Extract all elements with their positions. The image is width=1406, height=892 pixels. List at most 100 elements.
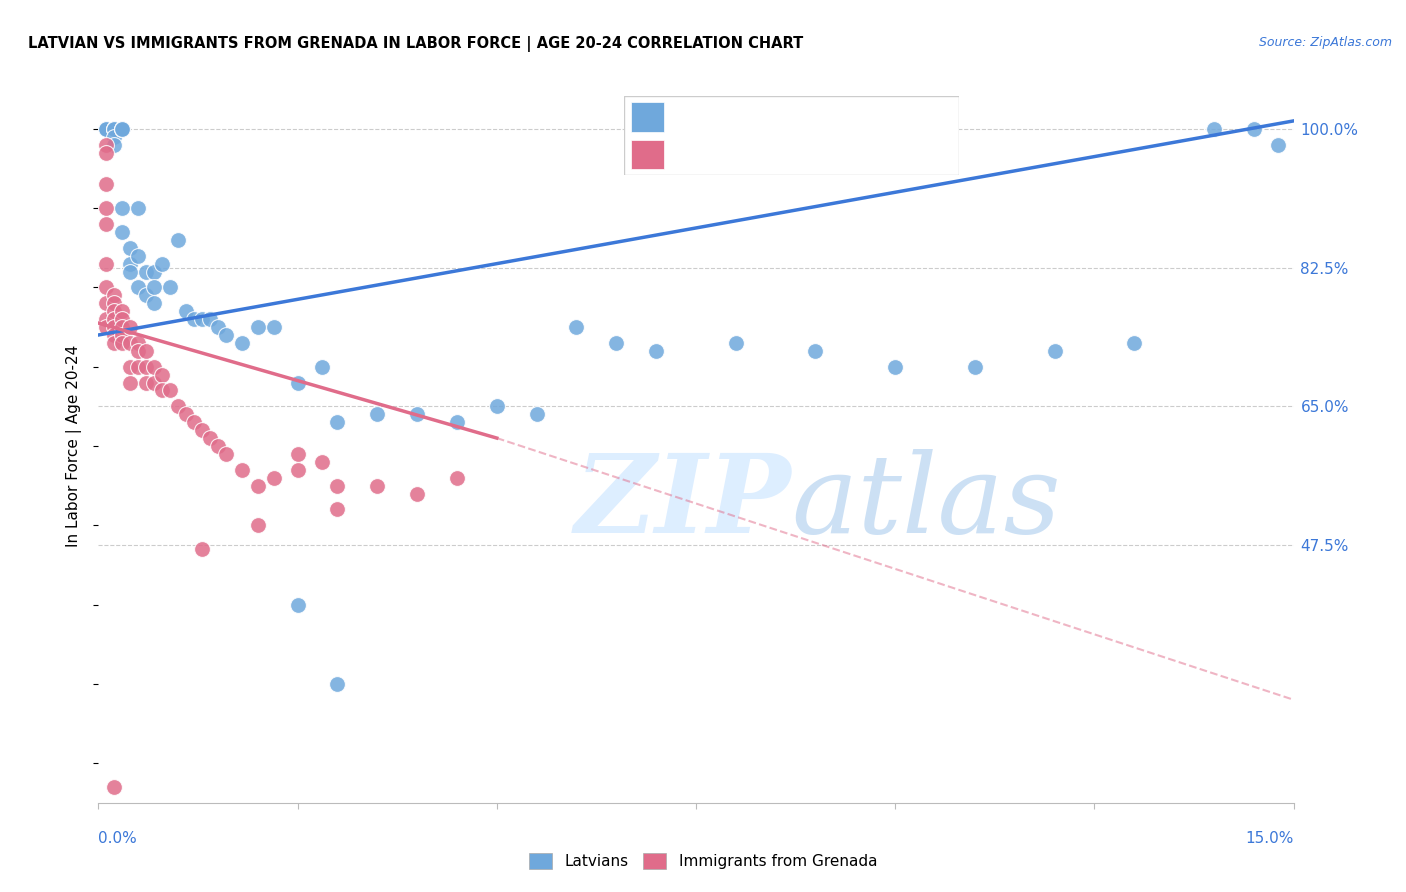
Point xyxy=(127,335,149,350)
Point xyxy=(143,280,166,294)
Point xyxy=(565,320,588,334)
Point xyxy=(96,201,118,215)
Point xyxy=(96,121,118,136)
Point xyxy=(143,264,166,278)
Point xyxy=(724,335,747,350)
Point xyxy=(326,478,349,492)
Point xyxy=(103,137,125,152)
Point xyxy=(96,121,118,136)
Point xyxy=(311,455,333,469)
Point xyxy=(263,320,285,334)
Point xyxy=(287,376,309,390)
Point xyxy=(287,598,309,612)
Point xyxy=(326,415,349,429)
Point xyxy=(135,288,157,302)
Point xyxy=(103,335,125,350)
Point xyxy=(231,463,253,477)
Point xyxy=(96,217,118,231)
Point xyxy=(366,478,388,492)
Point xyxy=(111,121,134,136)
Text: LATVIAN VS IMMIGRANTS FROM GRENADA IN LABOR FORCE | AGE 20-24 CORRELATION CHART: LATVIAN VS IMMIGRANTS FROM GRENADA IN LA… xyxy=(28,36,803,52)
Point xyxy=(1043,343,1066,358)
Point xyxy=(167,233,190,247)
Point xyxy=(127,280,149,294)
Point xyxy=(191,542,214,557)
Point xyxy=(120,241,142,255)
Point xyxy=(127,201,149,215)
Point xyxy=(167,400,190,414)
Point xyxy=(111,121,134,136)
Point xyxy=(135,264,157,278)
Point xyxy=(183,312,205,326)
Point xyxy=(246,518,269,533)
Point xyxy=(287,447,309,461)
Point xyxy=(96,312,118,326)
Legend: Latvians, Immigrants from Grenada: Latvians, Immigrants from Grenada xyxy=(523,847,883,875)
Point xyxy=(143,359,166,374)
Point xyxy=(150,384,173,398)
Point xyxy=(207,439,229,453)
Point xyxy=(127,249,149,263)
Point xyxy=(884,359,907,374)
Point xyxy=(111,121,134,136)
Point xyxy=(103,304,125,318)
Point xyxy=(103,129,125,144)
Point xyxy=(96,257,118,271)
Point xyxy=(485,400,508,414)
Point xyxy=(174,407,197,421)
Point xyxy=(135,376,157,390)
Point xyxy=(96,121,118,136)
Point xyxy=(103,121,125,136)
Point xyxy=(174,304,197,318)
Point xyxy=(111,225,134,239)
Point xyxy=(159,384,181,398)
Point xyxy=(103,121,125,136)
Point xyxy=(366,407,388,421)
Point xyxy=(1243,121,1265,136)
Point xyxy=(231,335,253,350)
Point xyxy=(1123,335,1146,350)
Point xyxy=(143,296,166,310)
Text: ZIP: ZIP xyxy=(575,450,792,557)
Point xyxy=(198,431,221,445)
Point xyxy=(120,359,142,374)
Point xyxy=(135,343,157,358)
Point xyxy=(96,280,118,294)
Point xyxy=(406,407,429,421)
Point xyxy=(103,288,125,302)
Point xyxy=(111,328,134,343)
Point xyxy=(96,137,118,152)
Point xyxy=(120,376,142,390)
Point xyxy=(1267,137,1289,152)
Point xyxy=(120,257,142,271)
Point xyxy=(263,471,285,485)
Point xyxy=(1202,121,1225,136)
Text: 0.0%: 0.0% xyxy=(98,831,138,846)
Point xyxy=(103,121,125,136)
Point xyxy=(406,486,429,500)
Point xyxy=(111,201,134,215)
Point xyxy=(191,312,214,326)
Point xyxy=(326,502,349,516)
Point xyxy=(103,328,125,343)
Point xyxy=(645,343,668,358)
Point xyxy=(963,359,986,374)
Point xyxy=(150,257,173,271)
Point xyxy=(150,368,173,382)
Point xyxy=(120,320,142,334)
Point xyxy=(103,780,125,794)
Point xyxy=(215,328,238,343)
Point xyxy=(103,296,125,310)
Point xyxy=(446,415,468,429)
Point xyxy=(127,359,149,374)
Point xyxy=(96,178,118,192)
Point xyxy=(804,343,827,358)
Point xyxy=(103,320,125,334)
Point xyxy=(96,121,118,136)
Point xyxy=(215,447,238,461)
Point xyxy=(111,320,134,334)
Point xyxy=(111,304,134,318)
Y-axis label: In Labor Force | Age 20-24: In Labor Force | Age 20-24 xyxy=(66,345,83,547)
Point xyxy=(183,415,205,429)
Point xyxy=(526,407,548,421)
